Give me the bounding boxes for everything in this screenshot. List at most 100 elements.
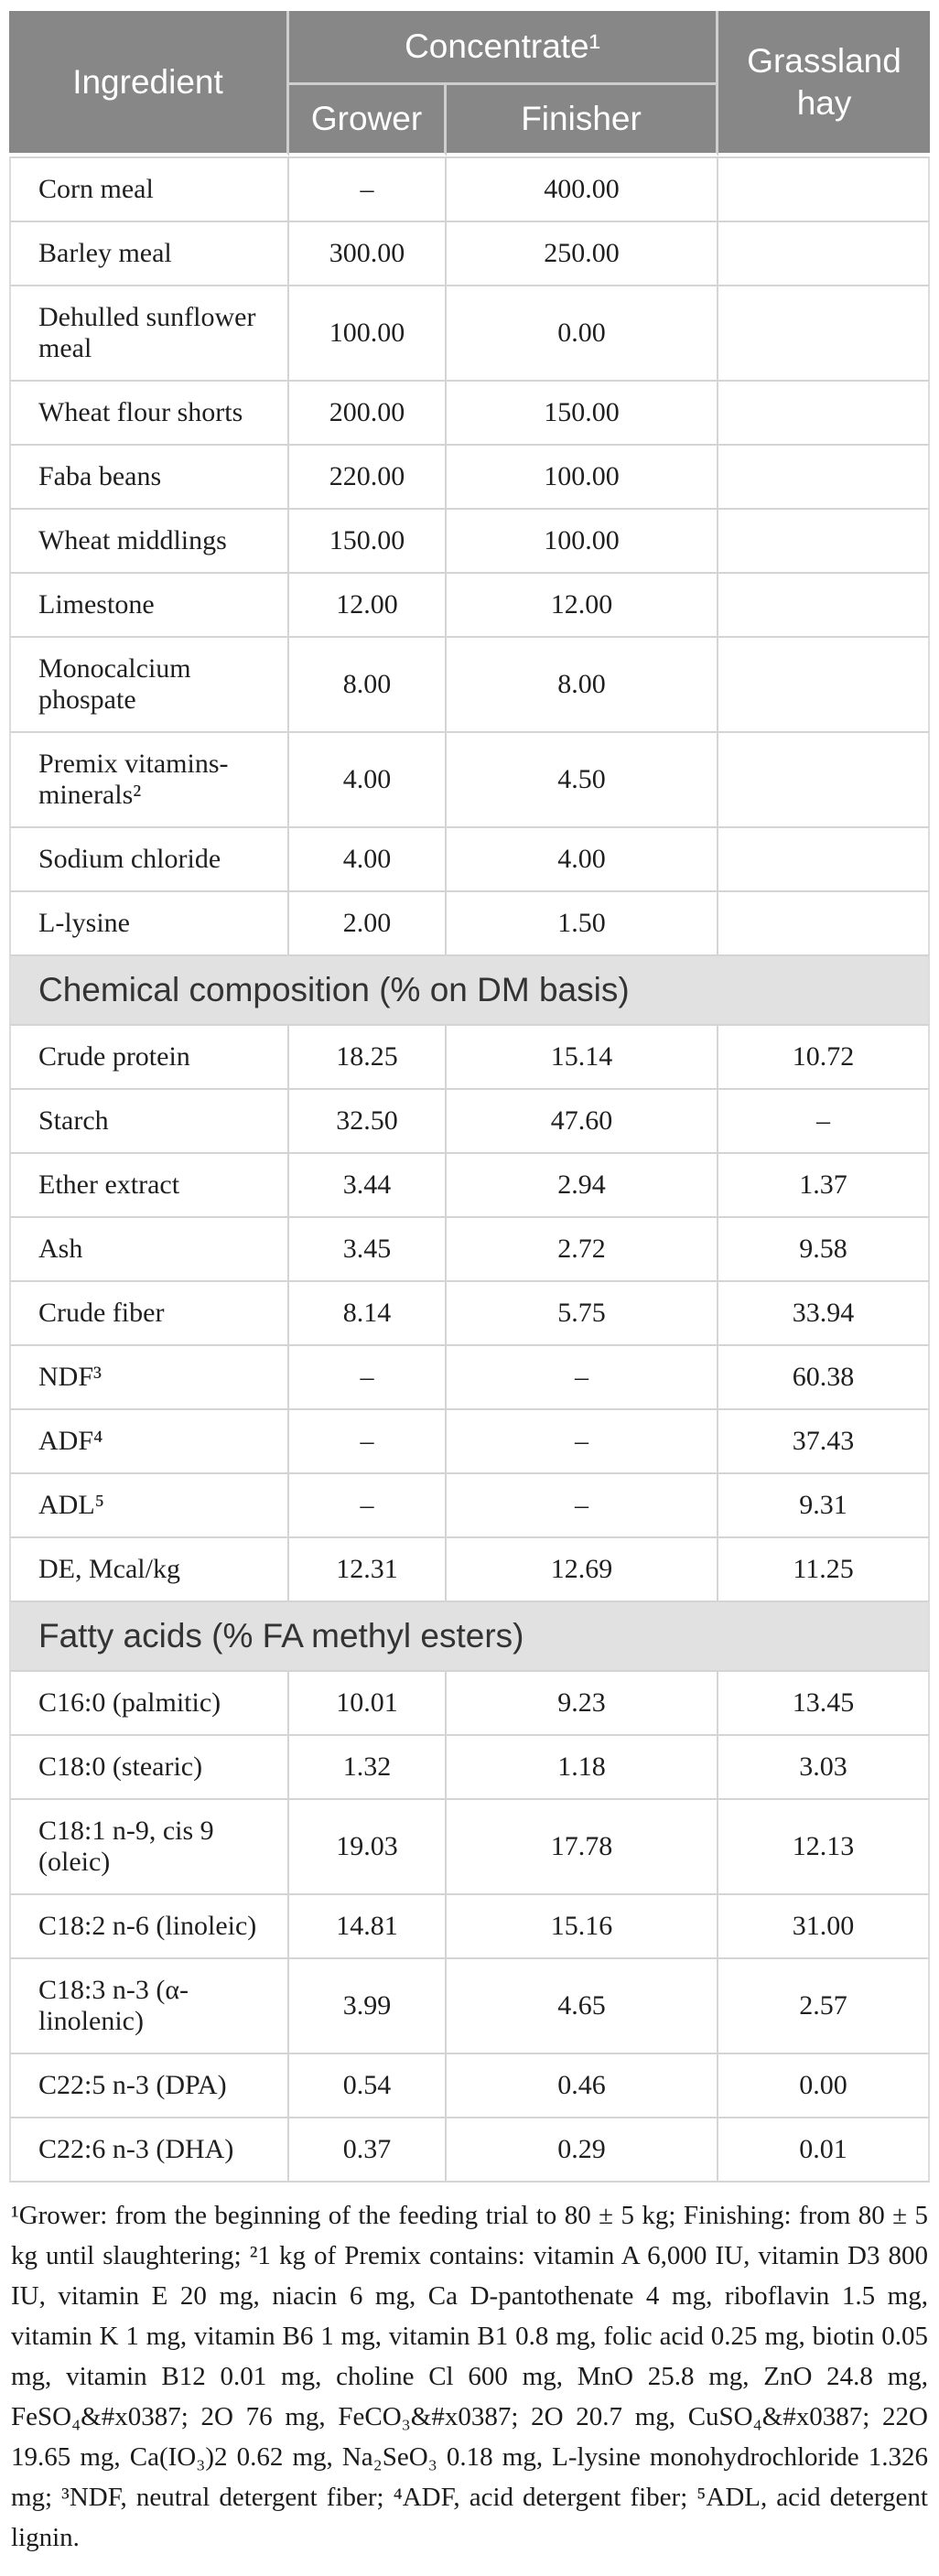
hay-value-cell: 13.45 (718, 1670, 931, 1734)
hay-value-cell: 33.94 (718, 1280, 931, 1344)
hay-value-cell: 31.00 (718, 1893, 931, 1957)
finisher-value-cell: 250.00 (447, 221, 719, 285)
col-header-grower: Grower (289, 85, 447, 156)
hay-value-cell: 3.03 (718, 1734, 931, 1798)
hay-value-cell (718, 826, 931, 890)
ingredient-cell: C18:3 n-3 (α-linolenic) (9, 1957, 289, 2053)
grower-value-cell: – (289, 1408, 447, 1472)
table-row: ADL⁵ – – 9.31 (9, 1472, 931, 1536)
ingredient-cell: Starch (9, 1088, 289, 1152)
grower-value-cell: 3.45 (289, 1216, 447, 1280)
finisher-value-cell: 8.00 (447, 636, 719, 731)
grower-value-cell: 10.01 (289, 1670, 447, 1734)
finisher-value-cell: 4.50 (447, 731, 719, 826)
table-row: Wheat middlings 150.00 100.00 (9, 508, 931, 572)
finisher-value-cell: 17.78 (447, 1798, 719, 1893)
table-row: Faba beans 220.00 100.00 (9, 444, 931, 508)
finisher-value-cell: 9.23 (447, 1670, 719, 1734)
ingredient-cell: Dehulled sunflower meal (9, 285, 289, 380)
finisher-value-cell: 12.00 (447, 572, 719, 636)
finisher-value-cell: 2.72 (447, 1216, 719, 1280)
table-row: Ash 3.45 2.72 9.58 (9, 1216, 931, 1280)
header-row-sub: Grower Finisher (9, 85, 930, 156)
finisher-value-cell: 0.46 (447, 2053, 719, 2117)
table-row: Corn meal – 400.00 (9, 156, 931, 221)
hay-value-cell (718, 221, 931, 285)
section-header-row: Chemical composition (% on DM basis) (9, 954, 931, 1024)
grower-value-cell: 0.37 (289, 2117, 447, 2183)
finisher-value-cell: 4.00 (447, 826, 719, 890)
ingredient-cell: C22:6 n-3 (DHA) (9, 2117, 289, 2183)
grower-value-cell: 32.50 (289, 1088, 447, 1152)
finisher-value-cell: 5.75 (447, 1280, 719, 1344)
table-row: ADF⁴ – – 37.43 (9, 1408, 931, 1472)
finisher-value-cell: 15.14 (447, 1024, 719, 1088)
table-row: C18:3 n-3 (α-linolenic) 3.99 4.65 2.57 (9, 1957, 931, 2053)
hay-value-cell: 1.37 (718, 1152, 931, 1216)
hay-value-cell (718, 444, 931, 508)
table-row: Dehulled sunflower meal 100.00 0.00 (9, 285, 931, 380)
hay-value-cell (718, 890, 931, 954)
grower-value-cell: 3.99 (289, 1957, 447, 2053)
ingredient-cell: C18:2 n-6 (linoleic) (9, 1893, 289, 1957)
table-row: C22:5 n-3 (DPA) 0.54 0.46 0.00 (9, 2053, 931, 2117)
table-row: C18:1 n-9, cis 9 (oleic) 19.03 17.78 12.… (9, 1798, 931, 1893)
ingredient-cell: Wheat middlings (9, 508, 289, 572)
grower-value-cell: 4.00 (289, 731, 447, 826)
col-header-grassland-hay: Grassland hay (718, 11, 931, 156)
grower-value-cell: 19.03 (289, 1798, 447, 1893)
grower-value-cell: 0.54 (289, 2053, 447, 2117)
hay-value-cell: 0.00 (718, 2053, 931, 2117)
section-title-fatty-acids: Fatty acids (% FA methyl esters) (9, 1601, 931, 1670)
col-header-ingredient: Ingredient (9, 11, 289, 156)
grower-value-cell: 4.00 (289, 826, 447, 890)
ingredient-cell: Premix vitamins-minerals² (9, 731, 289, 826)
finisher-value-cell: 1.18 (447, 1734, 719, 1798)
ingredient-cell: NDF³ (9, 1344, 289, 1408)
table-row: Crude fiber 8.14 5.75 33.94 (9, 1280, 931, 1344)
finisher-value-cell: 400.00 (447, 156, 719, 221)
table-row: Limestone 12.00 12.00 (9, 572, 931, 636)
ingredient-cell: Corn meal (9, 156, 289, 221)
finisher-value-cell: 12.69 (447, 1536, 719, 1601)
ingredient-cell: Sodium chloride (9, 826, 289, 890)
hay-value-cell (718, 572, 931, 636)
hay-value-cell: 12.13 (718, 1798, 931, 1893)
header-row-top: Ingredient Concentrate¹ Grassland hay (9, 11, 931, 156)
ingredient-cell: C18:1 n-9, cis 9 (oleic) (9, 1798, 289, 1893)
grower-value-cell: 1.32 (289, 1734, 447, 1798)
table-row: Starch 32.50 47.60 – (9, 1088, 931, 1152)
diet-composition-table: Ingredient Concentrate¹ Grassland hay Gr… (9, 11, 931, 2183)
hay-value-cell (718, 508, 931, 572)
grower-value-cell: 2.00 (289, 890, 447, 954)
grower-value-cell: 12.31 (289, 1536, 447, 1601)
table-row: NDF³ – – 60.38 (9, 1344, 931, 1408)
grower-value-cell: 18.25 (289, 1024, 447, 1088)
hay-value-cell (718, 636, 931, 731)
table-row: Monocalcium phospate 8.00 8.00 (9, 636, 931, 731)
finisher-value-cell: 100.00 (447, 444, 719, 508)
grower-value-cell: 12.00 (289, 572, 447, 636)
hay-value-cell: 0.01 (718, 2117, 931, 2183)
grower-value-cell: – (289, 1344, 447, 1408)
grower-value-cell: 8.00 (289, 636, 447, 731)
ingredient-cell: Ether extract (9, 1152, 289, 1216)
table-row: C18:2 n-6 (linoleic) 14.81 15.16 31.00 (9, 1893, 931, 1957)
finisher-value-cell: 47.60 (447, 1088, 719, 1152)
section-title-chemical: Chemical composition (% on DM basis) (9, 954, 931, 1024)
section-header-row: Fatty acids (% FA methyl esters) (9, 1601, 931, 1670)
table-row: Crude protein 18.25 15.14 10.72 (9, 1024, 931, 1088)
hay-value-cell (718, 285, 931, 380)
finisher-value-cell: 15.16 (447, 1893, 719, 1957)
grower-value-cell: 220.00 (289, 444, 447, 508)
ingredient-cell: C16:0 (palmitic) (9, 1670, 289, 1734)
table-row: DE, Mcal/kg 12.31 12.69 11.25 (9, 1536, 931, 1601)
finisher-value-cell: – (447, 1472, 719, 1536)
hay-value-cell: 37.43 (718, 1408, 931, 1472)
finisher-value-cell: 1.50 (447, 890, 719, 954)
ingredient-cell: Crude protein (9, 1024, 289, 1088)
table-row: Wheat flour shorts 200.00 150.00 (9, 380, 931, 444)
grower-value-cell: – (289, 156, 447, 221)
grower-value-cell: 3.44 (289, 1152, 447, 1216)
finisher-value-cell: 100.00 (447, 508, 719, 572)
